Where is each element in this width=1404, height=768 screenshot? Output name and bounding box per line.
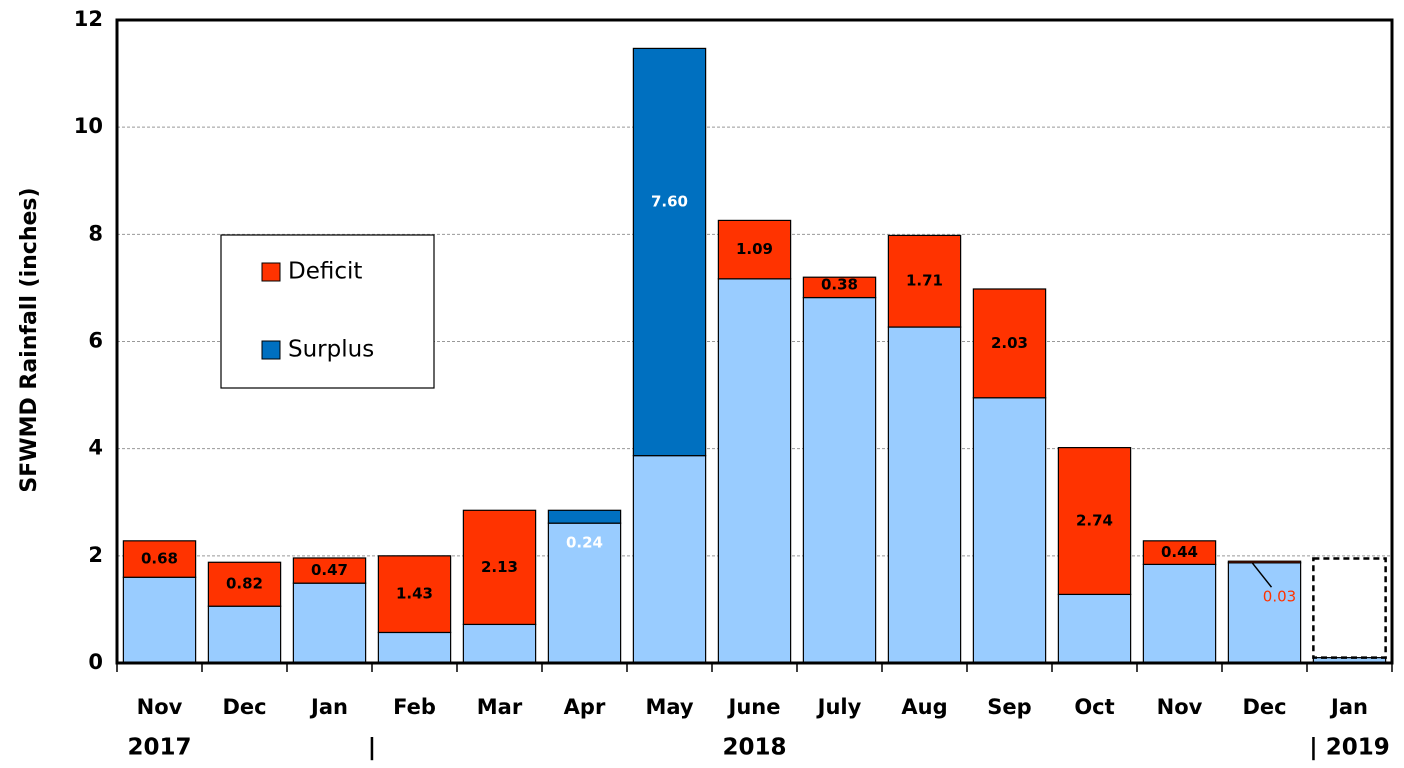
x-tick-label: July [816, 695, 862, 719]
bar-segment [802, 276, 877, 299]
x-tick-label: Dec [222, 695, 266, 719]
value-label: 0.38 [821, 276, 858, 294]
value-label: 0.47 [311, 561, 348, 579]
bar-segment [1057, 446, 1132, 596]
bar-segment [632, 455, 707, 664]
bar-segment [1057, 593, 1132, 664]
bar-segment [1142, 563, 1217, 664]
x-tick-label: Nov [1157, 695, 1203, 719]
bar-segment [1227, 560, 1302, 564]
bar-segment [717, 278, 792, 664]
x-tick-label: June [727, 695, 781, 719]
year-label: 2017 [127, 735, 191, 761]
y-tick-label: 12 [74, 7, 103, 31]
value-label: 7.60 [651, 193, 688, 211]
y-tick-label: 10 [74, 114, 103, 138]
legend-label: Deficit [288, 259, 362, 285]
bar-segment [632, 47, 707, 457]
x-tick-label: May [645, 695, 693, 719]
bar-segment [547, 509, 622, 524]
bar-segment [122, 576, 197, 664]
legend-label: Surplus [288, 337, 374, 363]
y-tick-label: 0 [88, 650, 103, 674]
y-tick-label: 6 [88, 329, 103, 353]
x-tick-label: Feb [393, 695, 436, 719]
value-label: 0.68 [141, 550, 178, 568]
x-tick-label: Jan [1329, 695, 1368, 719]
bar-segment [292, 582, 367, 664]
x-tick-label: Aug [901, 695, 947, 719]
legend-swatch [261, 262, 281, 282]
bar-segment [292, 557, 367, 584]
value-label: 2.74 [1076, 512, 1113, 530]
value-label: 0.44 [1161, 543, 1198, 561]
value-label: 1.71 [906, 272, 943, 290]
bar-segment [887, 326, 962, 664]
year-label: | 2019 [1309, 735, 1389, 761]
bar-segment [462, 623, 537, 664]
bar-segment [462, 509, 537, 626]
value-label: 2.03 [991, 334, 1028, 352]
leader-line [1251, 562, 1273, 588]
legend: Deficit Surplus [220, 234, 435, 389]
value-label: 0.24 [566, 534, 603, 552]
value-label: 0.03 [1263, 588, 1296, 606]
x-tick-label: Sep [987, 695, 1031, 719]
x-tick-label: Mar [477, 695, 523, 719]
bar-segment [802, 296, 877, 664]
value-label: 1.43 [396, 585, 433, 603]
bar-segment [972, 288, 1047, 399]
value-label: 0.82 [226, 575, 263, 593]
value-label: 1.09 [736, 240, 773, 258]
y-axis-label: SFWMD Rainfall (inches) [17, 187, 42, 492]
x-tick-label: Dec [1242, 695, 1286, 719]
y-tick-label: 2 [88, 543, 103, 567]
x-tick-label: Apr [564, 695, 606, 719]
x-tick-label: Nov [137, 695, 183, 719]
legend-box [220, 234, 435, 389]
x-tick-label: Jan [309, 695, 348, 719]
bar-segment [207, 605, 282, 664]
x-tick-label: Oct [1074, 695, 1114, 719]
legend-swatch [261, 340, 281, 360]
value-label: 2.13 [481, 558, 518, 576]
y-tick-label: 4 [88, 436, 103, 460]
bar-segment [377, 631, 452, 664]
bar-segment [122, 540, 197, 578]
year-label: 2018 [722, 735, 786, 761]
outline-bar [1312, 557, 1387, 659]
bar-segment [377, 555, 452, 634]
bar-segment [207, 561, 282, 607]
year-label: | [368, 735, 376, 761]
bar-segment [1142, 540, 1217, 566]
plot-frame [115, 18, 1394, 665]
bar-segment [887, 234, 962, 328]
bar-segment [717, 219, 792, 280]
y-tick-label: 8 [88, 221, 103, 245]
bar-segment [972, 397, 1047, 664]
